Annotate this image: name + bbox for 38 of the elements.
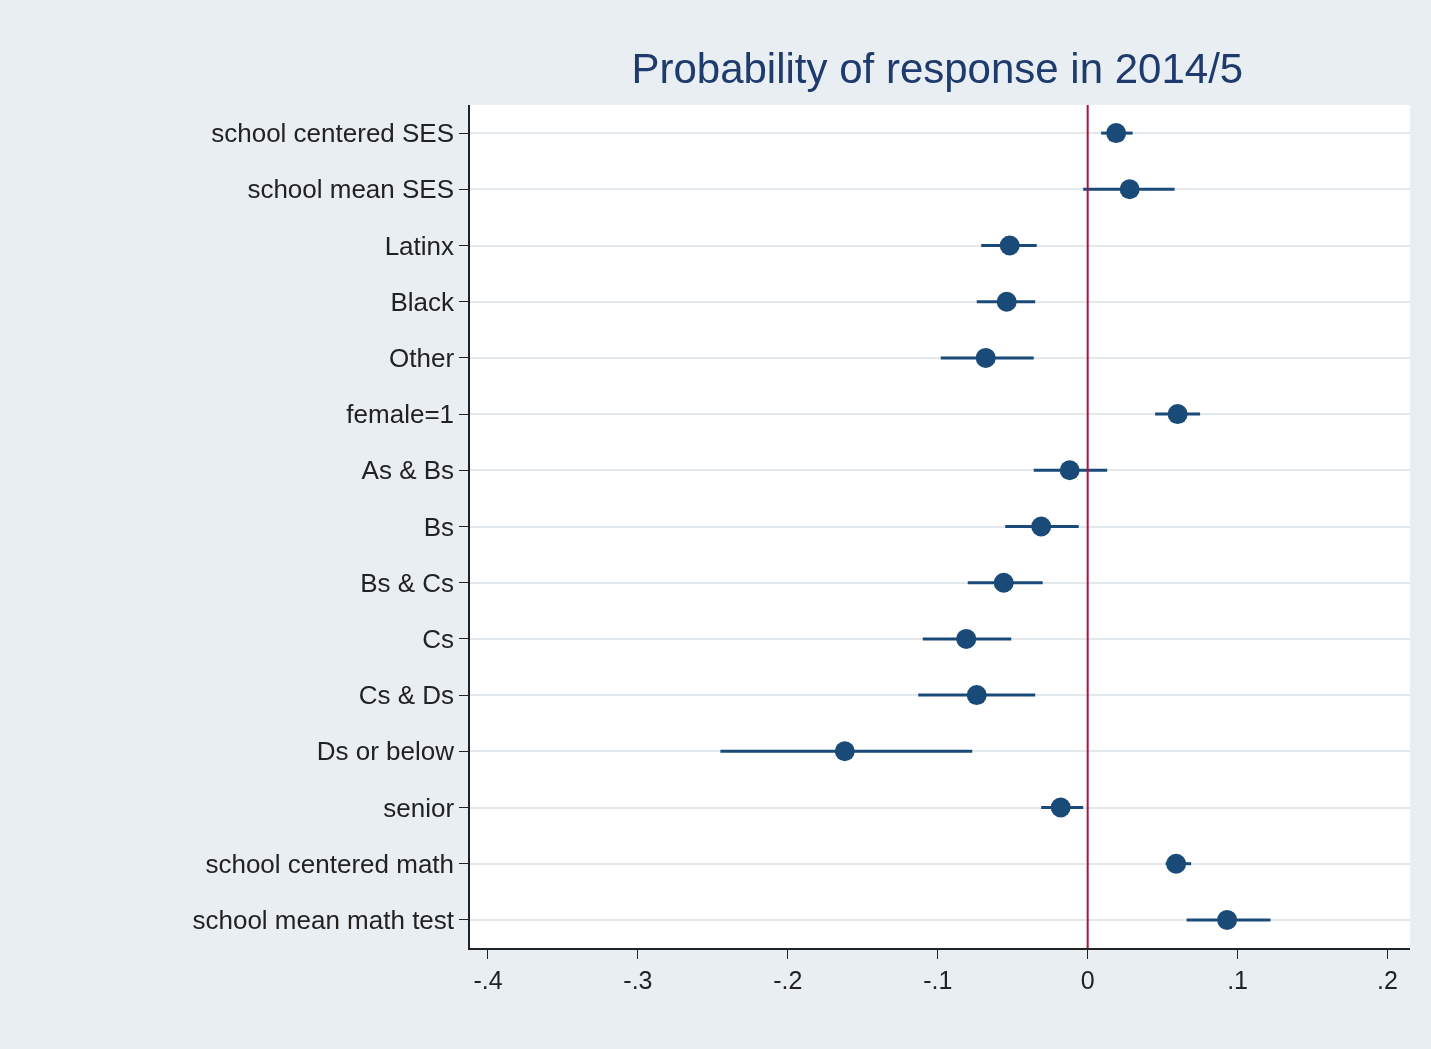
y-tick-label: Bs & Cs <box>360 567 455 598</box>
point <box>1217 909 1238 930</box>
x-tick-label: -.3 <box>623 965 653 994</box>
point <box>1050 797 1071 818</box>
point <box>999 235 1020 256</box>
y-tick-label: school mean math test <box>192 905 455 935</box>
point <box>1167 404 1188 425</box>
y-tick-label: As & Bs <box>361 455 455 486</box>
x-tick-label: .1 <box>1227 965 1249 994</box>
y-tick-label: Cs & Ds <box>358 680 455 711</box>
y-tick-label: school centered math <box>205 848 455 879</box>
chart-title: Probability of response in 2014/5 <box>631 44 1244 92</box>
y-tick-label: Latinx <box>384 230 455 261</box>
point <box>1119 179 1140 200</box>
point <box>834 741 855 762</box>
point <box>1106 123 1127 144</box>
x-tick-label: -.4 <box>473 965 503 994</box>
point <box>993 572 1014 593</box>
x-tick-label: -.1 <box>923 965 953 994</box>
y-tick-label: school mean SES <box>247 174 455 205</box>
y-tick-label: Cs <box>422 624 455 654</box>
point <box>1031 516 1052 537</box>
y-tick-label: female=1 <box>346 399 455 430</box>
point <box>1166 853 1187 874</box>
point <box>956 628 977 649</box>
x-tick-label: 0 <box>1080 965 1095 994</box>
y-tick-label: Black <box>390 286 456 317</box>
point <box>1059 460 1080 481</box>
point <box>975 347 996 368</box>
point <box>966 685 987 706</box>
y-tick-label: Bs <box>423 511 455 542</box>
y-tick-label: Ds or below <box>316 736 455 767</box>
y-tick-label: Other <box>389 343 455 373</box>
y-tick-label: senior <box>383 792 455 823</box>
x-tick-label: .2 <box>1377 965 1398 994</box>
y-tick-label: school centered SES <box>211 118 455 149</box>
x-tick-label: -.2 <box>773 965 803 994</box>
point <box>996 291 1017 312</box>
